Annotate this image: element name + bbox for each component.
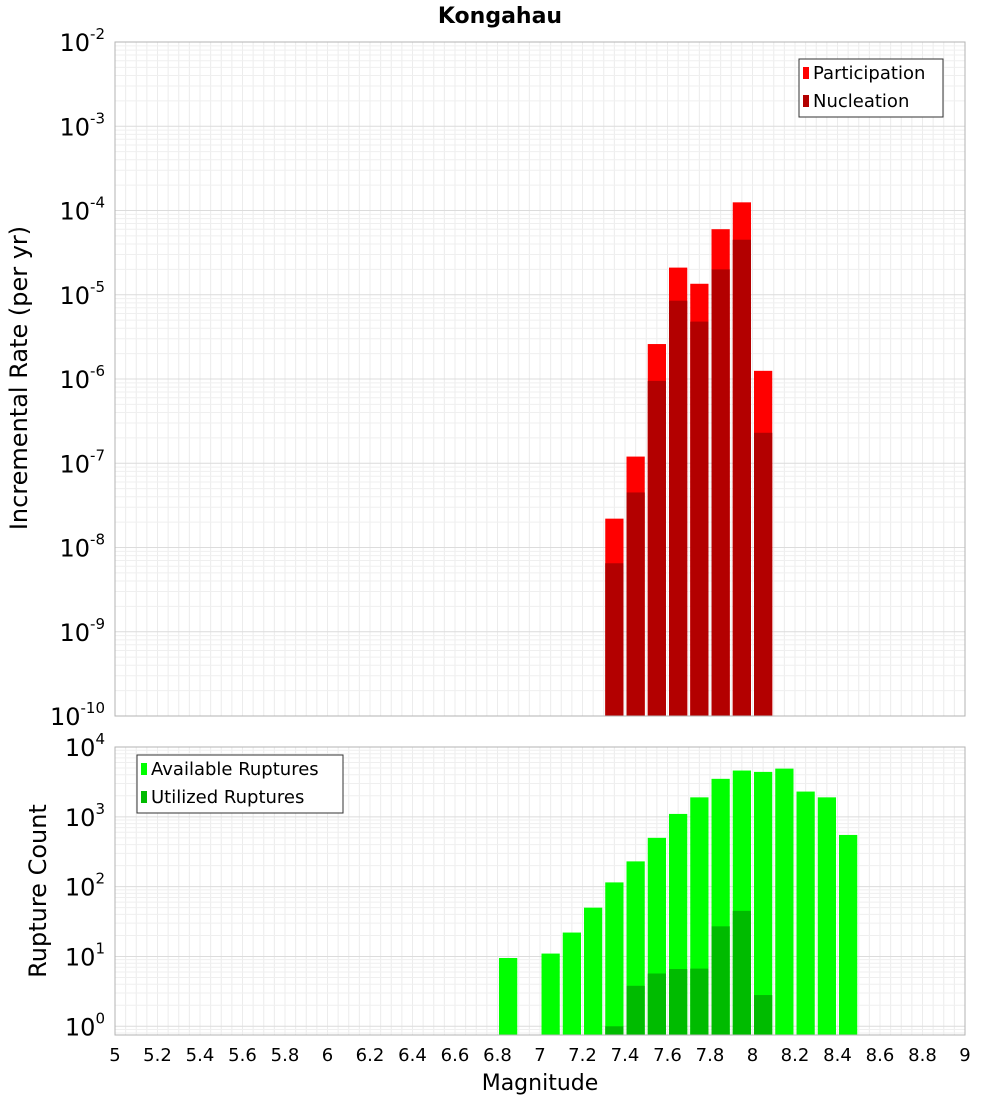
bar-nucleation: [711, 269, 730, 716]
y-tick-label: 10-7: [59, 446, 105, 478]
y-tick-label: 10-5: [59, 278, 105, 310]
legend-label: Available Ruptures: [151, 759, 319, 780]
bar-utilized-ruptures: [669, 969, 688, 1035]
legend-label: Nucleation: [813, 91, 909, 112]
bar-nucleation: [669, 300, 688, 716]
x-tick-label: 7.8: [696, 1045, 725, 1066]
plot-frame: [114, 746, 966, 1036]
legend-label: Participation: [813, 63, 925, 84]
legend-box: [136, 754, 344, 814]
panel-1: 10-10 10-9 10-8 10-7 10-6 10-5 10-4 10-3 10-2 Par…: [50, 25, 966, 731]
y-tick-label: 100: [65, 1009, 105, 1041]
bar-available-ruptures: [775, 768, 794, 1035]
bar-available-ruptures: [817, 797, 836, 1035]
bar-available-ruptures: [754, 771, 773, 1035]
y-tick-label: 101: [65, 939, 105, 971]
x-tick-label: 5.2: [143, 1045, 172, 1066]
legend: Available Ruptures Utilized Ruptures: [136, 754, 344, 814]
bar-utilized-ruptures: [711, 926, 730, 1035]
plot-frame: [114, 41, 966, 717]
bar-nucleation: [605, 563, 624, 716]
x-tick-label: 8.6: [866, 1045, 895, 1066]
y-tick-label: 10-4: [59, 194, 105, 226]
x-tick-label: 8.4: [823, 1045, 852, 1066]
bar-available-ruptures: [584, 907, 603, 1035]
x-tick-label: 6.4: [398, 1045, 427, 1066]
top-y-axis-label: Incremental Rate (per yr): [5, 226, 33, 530]
bar-utilized-ruptures: [690, 968, 709, 1035]
legend-swatch: [803, 95, 809, 107]
bar-utilized-ruptures: [605, 1026, 624, 1035]
legend-box: [798, 58, 944, 118]
y-tick-label: 102: [65, 870, 105, 902]
bottom-y-axis-label: Rupture Count: [24, 804, 52, 978]
legend-swatch: [803, 67, 809, 79]
panel-2: 100 101 102 103 104 5 5.2 5.4 5.6 5.8 6 6.2 6.4 6.6 6.…: [65, 730, 971, 1066]
y-tick-label: 10-2: [59, 25, 105, 57]
x-tick-label: 8.8: [908, 1045, 937, 1066]
x-tick-label: 5.4: [186, 1045, 215, 1066]
y-tick-label: 10-8: [59, 531, 105, 563]
x-tick-label: 5: [109, 1045, 120, 1066]
y-tick-label: 10-6: [59, 362, 105, 394]
bar-nucleation: [626, 492, 645, 716]
x-tick-label: 7.6: [653, 1045, 682, 1066]
bar-nucleation: [732, 239, 751, 716]
x-axis-label: Magnitude: [482, 1071, 599, 1096]
x-tick-label: 7: [534, 1045, 545, 1066]
x-tick-label: 5.8: [271, 1045, 300, 1066]
y-tick-label: 104: [65, 730, 105, 762]
x-tick-label: 5.6: [228, 1045, 257, 1066]
x-tick-label: 6.8: [483, 1045, 512, 1066]
y-tick-label: 10-10: [50, 699, 105, 731]
x-tick-label: 6.2: [356, 1045, 385, 1066]
bar-utilized-ruptures: [647, 973, 666, 1035]
x-tick-label: 7.2: [568, 1045, 597, 1066]
legend-swatch: [141, 791, 147, 803]
bar-available-ruptures: [541, 953, 560, 1035]
bar-utilized-ruptures: [732, 910, 751, 1035]
bar-nucleation: [647, 380, 666, 716]
bar-nucleation: [754, 432, 773, 716]
x-tick-label: 7.4: [611, 1045, 640, 1066]
bar-nucleation: [690, 321, 709, 716]
x-tick-label: 6: [322, 1045, 333, 1066]
y-tick-label: 103: [65, 800, 105, 832]
x-tick-label: 9: [959, 1045, 970, 1066]
legend-swatch: [141, 763, 147, 775]
bar-available-ruptures: [839, 834, 858, 1035]
x-tick-label: 8.2: [781, 1045, 810, 1066]
x-tick-label: 6.6: [441, 1045, 470, 1066]
x-tick-label: 8: [747, 1045, 758, 1066]
legend: Participation Nucleation: [798, 58, 944, 118]
bar-available-ruptures: [605, 882, 624, 1035]
bar-utilized-ruptures: [626, 985, 645, 1035]
bar-utilized-ruptures: [754, 995, 773, 1035]
chart-title: Kongahau: [438, 4, 562, 29]
y-tick-label: 10-3: [59, 109, 105, 141]
bar-available-ruptures: [499, 958, 518, 1035]
bar-available-ruptures: [562, 932, 581, 1035]
bar-available-ruptures: [796, 791, 815, 1035]
legend-label: Utilized Ruptures: [151, 787, 304, 808]
y-tick-label: 10-9: [59, 615, 105, 647]
